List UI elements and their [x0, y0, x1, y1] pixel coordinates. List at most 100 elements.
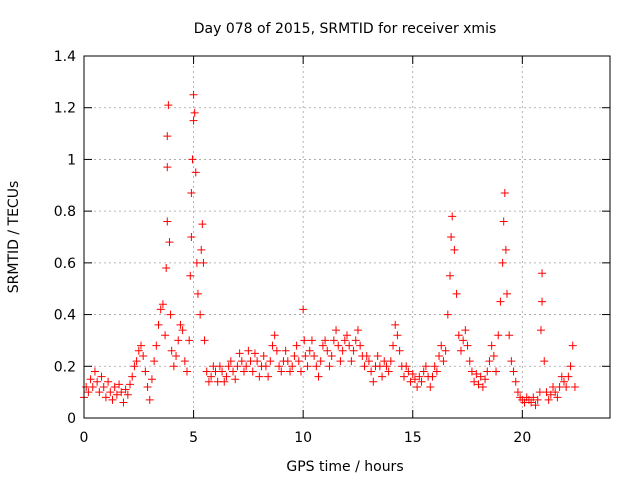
grid-lines	[84, 56, 610, 418]
data-point	[459, 336, 468, 345]
data-point	[259, 351, 268, 360]
data-point	[334, 341, 343, 350]
data-point	[281, 346, 290, 355]
data-point	[489, 351, 498, 360]
data-point	[564, 372, 573, 381]
data-point	[104, 377, 113, 386]
data-point	[163, 217, 172, 226]
data-point	[180, 357, 189, 366]
data-point	[207, 372, 216, 381]
data-point	[229, 367, 238, 376]
data-point	[529, 393, 538, 402]
data-point	[248, 367, 257, 376]
data-point	[562, 382, 571, 391]
x-axis-label: GPS time / hours	[286, 459, 403, 475]
data-point	[158, 300, 167, 309]
data-point	[275, 362, 284, 371]
data-point	[121, 385, 130, 394]
data-point	[143, 382, 152, 391]
data-point	[222, 372, 231, 381]
data-points	[80, 90, 579, 410]
data-point	[239, 367, 248, 376]
data-point	[551, 388, 560, 397]
data-point	[428, 372, 437, 381]
data-point	[505, 331, 514, 340]
data-point	[327, 351, 336, 360]
y-tick-label: 1	[67, 152, 76, 168]
data-point	[321, 336, 330, 345]
x-tick-label: 0	[80, 430, 89, 446]
data-point	[367, 367, 376, 376]
data-point	[193, 289, 202, 298]
data-point	[189, 116, 198, 125]
data-point	[395, 346, 404, 355]
data-point	[360, 362, 369, 371]
data-point	[393, 331, 402, 340]
data-point	[237, 357, 246, 366]
data-point	[174, 336, 183, 345]
data-point	[163, 163, 172, 172]
data-point	[270, 331, 279, 340]
data-point	[264, 372, 273, 381]
data-point	[99, 382, 108, 391]
data-point	[220, 377, 229, 386]
data-point	[373, 351, 382, 360]
data-point	[318, 341, 327, 350]
data-point	[417, 377, 426, 386]
data-point	[115, 380, 124, 389]
data-point	[364, 357, 373, 366]
data-point	[128, 372, 137, 381]
data-point	[496, 297, 505, 306]
data-point	[101, 393, 110, 402]
data-point	[183, 367, 192, 376]
data-point	[145, 395, 154, 404]
data-point	[292, 341, 301, 350]
data-point	[84, 388, 93, 397]
data-point	[476, 372, 485, 381]
data-point	[136, 341, 145, 350]
data-point	[502, 289, 511, 298]
data-point	[470, 377, 479, 386]
data-point	[483, 367, 492, 376]
data-point	[553, 393, 562, 402]
data-point	[199, 258, 208, 267]
data-point	[147, 375, 156, 384]
data-point	[106, 388, 115, 397]
data-point	[215, 362, 224, 371]
data-point	[402, 362, 411, 371]
data-point	[492, 367, 501, 376]
data-point	[108, 395, 117, 404]
data-point	[316, 357, 325, 366]
data-point	[501, 245, 510, 254]
data-point	[542, 388, 551, 397]
data-point	[288, 362, 297, 371]
y-tick-label: 0.4	[54, 308, 76, 324]
data-point	[566, 362, 575, 371]
data-point	[154, 320, 163, 329]
x-tick-label: 20	[513, 430, 531, 446]
data-point	[474, 380, 483, 389]
data-point	[312, 362, 321, 371]
data-point	[93, 377, 102, 386]
data-point	[277, 367, 286, 376]
data-point	[242, 362, 251, 371]
data-point	[323, 346, 332, 355]
data-point	[406, 377, 415, 386]
data-point	[513, 388, 522, 397]
data-point	[202, 367, 211, 376]
data-point	[413, 382, 422, 391]
data-point	[481, 375, 490, 384]
data-point	[499, 217, 508, 226]
data-point	[452, 289, 461, 298]
data-point	[437, 341, 446, 350]
data-point	[290, 351, 299, 360]
data-point	[123, 390, 132, 399]
data-point	[186, 271, 195, 280]
data-point	[494, 331, 503, 340]
data-point	[419, 367, 428, 376]
data-point	[546, 390, 555, 399]
data-point	[167, 346, 176, 355]
plot-frame	[83, 55, 611, 419]
data-point	[150, 357, 159, 366]
data-point	[272, 346, 281, 355]
